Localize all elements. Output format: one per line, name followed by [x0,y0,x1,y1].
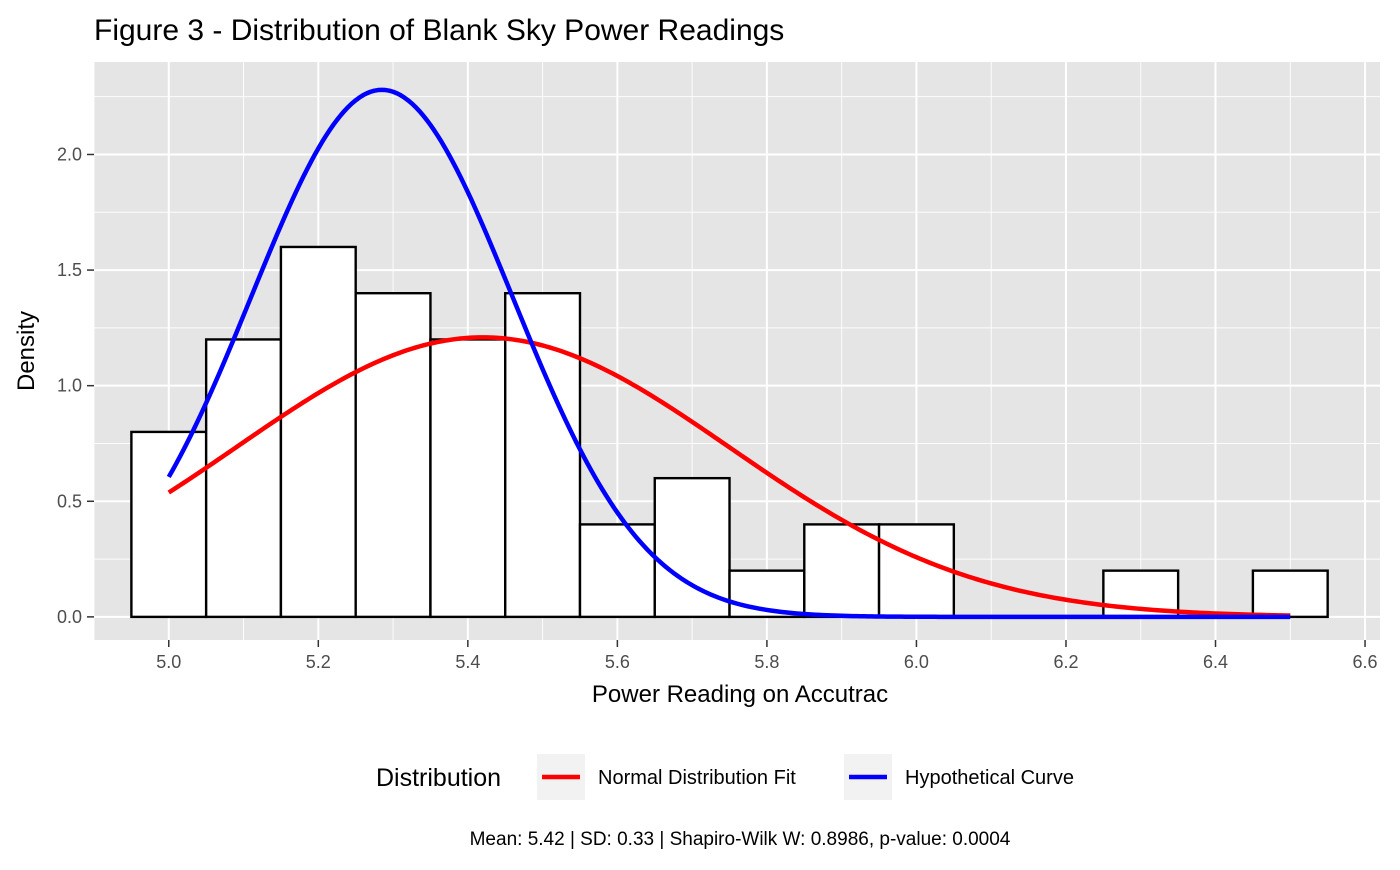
histogram-bar [653,476,731,619]
histogram-bars [130,245,1329,619]
y-axis-title: Density [13,311,40,391]
legend-title: Distribution [376,764,501,792]
histogram-bar [130,430,208,619]
x-tick-label: 5.8 [754,652,779,672]
y-tick-label: 2.0 [57,144,82,164]
y-tick-label: 1.0 [57,376,82,396]
histogram-bar [803,523,881,619]
histogram-bar [728,569,806,619]
chart-caption: Mean: 5.42 | SD: 0.33 | Shapiro-Wilk W: … [470,829,1011,850]
histogram-bar [354,292,432,619]
x-tick-label: 5.0 [156,652,181,672]
histogram-bar [877,523,956,619]
x-axis-ticks: 5.0 5.2 5.4 5.6 5.8 6.0 6.2 6.4 6.6 [156,640,1378,672]
normal-fit-curve [167,335,1291,618]
hypothetical-curve [166,87,1291,620]
y-axis-ticks: 0.0 0.5 1.0 1.5 2.0 [57,144,94,627]
histogram-bar [429,338,507,619]
x-tick-label: 5.6 [605,652,630,672]
x-tick-label: 6.6 [1353,652,1378,672]
x-axis-title: Power Reading on Accutrac [592,681,888,708]
x-tick-label: 6.0 [904,652,929,672]
histogram-bar [578,523,656,619]
histogram-bar [279,245,357,619]
y-tick-label: 0.5 [57,491,82,511]
y-tick-label: 1.5 [57,260,82,280]
x-tick-label: 6.2 [1053,652,1078,672]
histogram-bar [1251,569,1329,619]
legend: Distribution Normal Distribution Fit Hyp… [376,754,1074,800]
x-tick-label: 6.4 [1203,652,1228,672]
legend-label-normal-fit: Normal Distribution Fit [598,767,796,789]
x-tick-label: 5.4 [455,652,480,672]
density-curves [166,87,1291,620]
legend-label-hypothetical: Hypothetical Curve [905,767,1074,789]
y-tick-label: 0.0 [57,607,82,627]
x-tick-label: 5.2 [306,652,331,672]
chart-title: Figure 3 - Distribution of Blank Sky Pow… [94,14,784,47]
